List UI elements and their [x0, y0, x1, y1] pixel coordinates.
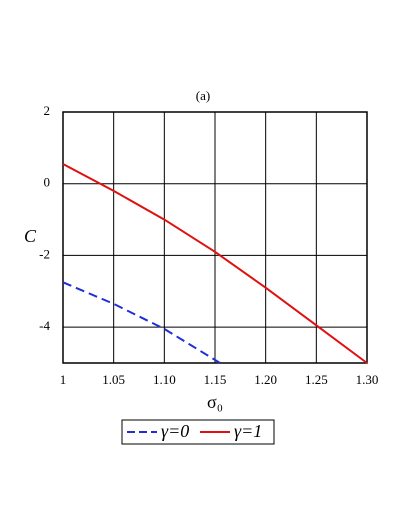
- x-axis-label: σ₀: [207, 392, 223, 412]
- legend-box: [121, 419, 275, 445]
- y-tick-label: 0: [44, 175, 51, 190]
- x-tick-label: 1.20: [254, 372, 277, 387]
- legend-label: γ=0: [161, 421, 189, 441]
- y-tick-label: 2: [44, 103, 51, 118]
- y-tick-label: -4: [39, 318, 50, 333]
- chart-title: (a): [196, 88, 210, 103]
- x-tick-label: 1.15: [204, 372, 227, 387]
- legend-label: γ=1: [234, 421, 262, 441]
- y-tick-label: -2: [39, 246, 50, 261]
- plot-frame: [62, 111, 368, 364]
- data-line: [62, 281, 221, 364]
- x-tick-label: 1.25: [305, 372, 328, 387]
- x-tick-label: 1: [60, 372, 67, 387]
- x-tick-label: 1.05: [102, 372, 125, 387]
- data-line: [62, 163, 368, 364]
- x-tick-label: 1.30: [356, 372, 379, 387]
- y-axis-label: C: [24, 226, 37, 246]
- x-tick-label: 1.10: [153, 372, 176, 387]
